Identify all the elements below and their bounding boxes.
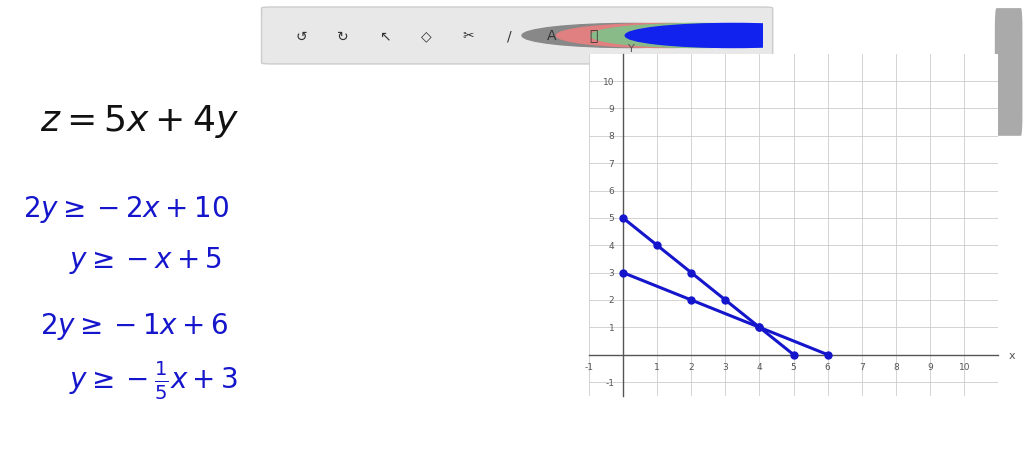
- FancyBboxPatch shape: [261, 8, 773, 65]
- Text: -1: -1: [585, 362, 593, 371]
- Text: $2y \geq -2x + 10$: $2y \geq -2x + 10$: [23, 193, 228, 224]
- Text: 3: 3: [608, 268, 614, 278]
- Text: x: x: [1009, 350, 1016, 360]
- Text: 6: 6: [825, 362, 830, 371]
- Text: 9: 9: [928, 362, 933, 371]
- Text: $2y \geq -1x + 6$: $2y \geq -1x + 6$: [40, 311, 228, 342]
- Text: 9: 9: [608, 105, 614, 114]
- Text: 8: 8: [893, 362, 899, 371]
- Text: ↺: ↺: [295, 30, 306, 43]
- Text: 3: 3: [723, 362, 728, 371]
- Text: $y \geq -x + 5$: $y \geq -x + 5$: [69, 244, 222, 275]
- Text: 2: 2: [688, 362, 694, 371]
- Text: 7: 7: [859, 362, 864, 371]
- Text: 5: 5: [608, 214, 614, 223]
- Text: $z = 5x + 4y$: $z = 5x + 4y$: [40, 102, 239, 139]
- Text: -1: -1: [605, 378, 614, 387]
- FancyBboxPatch shape: [995, 9, 1022, 136]
- Text: ⬜: ⬜: [589, 30, 597, 43]
- Text: 7: 7: [608, 159, 614, 168]
- Text: ◇: ◇: [421, 30, 431, 43]
- Text: 6: 6: [608, 187, 614, 196]
- Text: 4: 4: [609, 241, 614, 250]
- Text: ↖: ↖: [379, 30, 390, 43]
- Text: 1: 1: [654, 362, 659, 371]
- Circle shape: [522, 25, 738, 48]
- Text: /: /: [508, 30, 512, 43]
- Text: 5: 5: [791, 362, 797, 371]
- Text: 10: 10: [603, 77, 614, 86]
- Text: 8: 8: [608, 132, 614, 141]
- Text: Y: Y: [628, 44, 635, 54]
- Circle shape: [591, 25, 807, 48]
- Text: 2: 2: [609, 296, 614, 305]
- Circle shape: [626, 25, 842, 48]
- Circle shape: [556, 25, 773, 48]
- Text: 4: 4: [757, 362, 762, 371]
- Text: ✂: ✂: [462, 30, 474, 43]
- Text: 10: 10: [958, 362, 970, 371]
- Text: A: A: [547, 30, 556, 43]
- Text: 1: 1: [608, 323, 614, 332]
- Text: ↻: ↻: [337, 30, 348, 43]
- Text: $y \geq -\frac{1}{5}x + 3$: $y \geq -\frac{1}{5}x + 3$: [69, 359, 238, 401]
